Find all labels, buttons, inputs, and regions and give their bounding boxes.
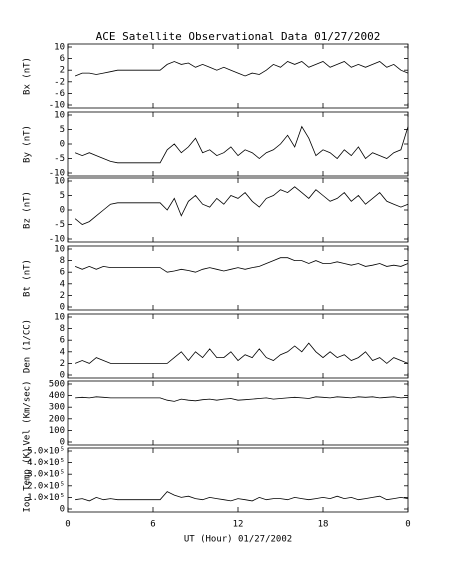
y-tick-label: 5 [60, 191, 65, 201]
y-axis-label: By (nT) [23, 125, 33, 163]
y-tick-label: 200 [49, 414, 65, 424]
y-tick-label: -10 [49, 169, 65, 179]
y-tick-label: 0 [60, 438, 65, 448]
data-line [74, 342, 409, 364]
y-tick-label: 500 [49, 380, 65, 390]
data-line [75, 491, 409, 502]
y-tick-label: -10 [49, 101, 65, 111]
y-tick-label: 0 [60, 206, 65, 216]
x-tick-label: 12 [233, 520, 244, 530]
y-tick-label: 2 [60, 291, 65, 301]
y-tick-label: 4 [60, 279, 65, 289]
y-axis-label: Bt (nT) [23, 259, 33, 297]
data-line [74, 61, 409, 77]
data-line [74, 125, 409, 164]
y-tick-label: 5 [60, 125, 65, 135]
y-tick-label: 0 [60, 303, 65, 313]
x-tick-label: 0 [65, 520, 70, 530]
y-tick-label: 400 [49, 391, 65, 401]
y-tick-label: -2 [54, 77, 65, 87]
panel-frame [67, 245, 409, 311]
x-tick-label: 0 [405, 520, 410, 530]
y-tick-label: 8 [60, 324, 65, 334]
y-tick-label: 0 [60, 371, 65, 381]
y-axis-label: Bx (nT) [23, 57, 33, 95]
panel-frame [67, 177, 409, 243]
y-axis-label: Ion Temp (K) [23, 447, 33, 512]
y-axis-label: Bz (nT) [23, 191, 33, 229]
panel-frame [67, 447, 409, 513]
chart-title: ACE Satellite Observational Data 01/27/2… [96, 30, 381, 43]
y-tick-label: 10 [54, 111, 65, 121]
x-tick-label: 18 [318, 520, 329, 530]
y-tick-label: 8 [60, 256, 65, 266]
y-tick-label: 4.0×10⁵ [27, 458, 65, 468]
y-tick-label: 2 [60, 66, 65, 76]
y-tick-label: -10 [49, 235, 65, 245]
y-tick-label: -6 [54, 89, 65, 99]
y-tick-label: 10 [54, 313, 65, 323]
y-tick-label: 3.0×10⁵ [27, 470, 65, 480]
data-line [75, 396, 409, 402]
y-axis-label: Den (1/CC) [23, 319, 33, 373]
y-axis-label: Vel (Km/sec) [23, 380, 33, 445]
y-tick-label: 0 [60, 505, 65, 515]
y-tick-label: 1.0×10⁵ [27, 493, 65, 503]
y-tick-label: 0 [60, 140, 65, 150]
data-line [74, 186, 409, 225]
y-tick-label: 6 [60, 268, 65, 278]
panel-frame [67, 313, 409, 379]
y-tick-label: 4 [60, 347, 65, 357]
y-tick-label: 6 [60, 336, 65, 346]
y-tick-label: 100 [49, 426, 65, 436]
y-tick-label: 300 [49, 403, 65, 413]
y-tick-label: 10 [54, 177, 65, 187]
data-line [74, 257, 409, 273]
y-tick-label: 10 [54, 245, 65, 255]
y-tick-label: -5 [54, 220, 65, 230]
y-tick-label: -5 [54, 154, 65, 164]
panel-frame [67, 43, 409, 109]
x-axis-label: UT (Hour) 01/27/2002 [184, 535, 292, 545]
y-tick-label: 10 [54, 43, 65, 53]
y-tick-label: 5.0×10⁵ [27, 447, 65, 457]
y-tick-label: 2 [60, 359, 65, 369]
x-tick-label: 6 [150, 520, 155, 530]
panel-frame [67, 111, 409, 177]
y-tick-label: 6 [60, 54, 65, 64]
y-tick-label: 2.0×10⁵ [27, 481, 65, 491]
panel-frame [67, 380, 409, 446]
